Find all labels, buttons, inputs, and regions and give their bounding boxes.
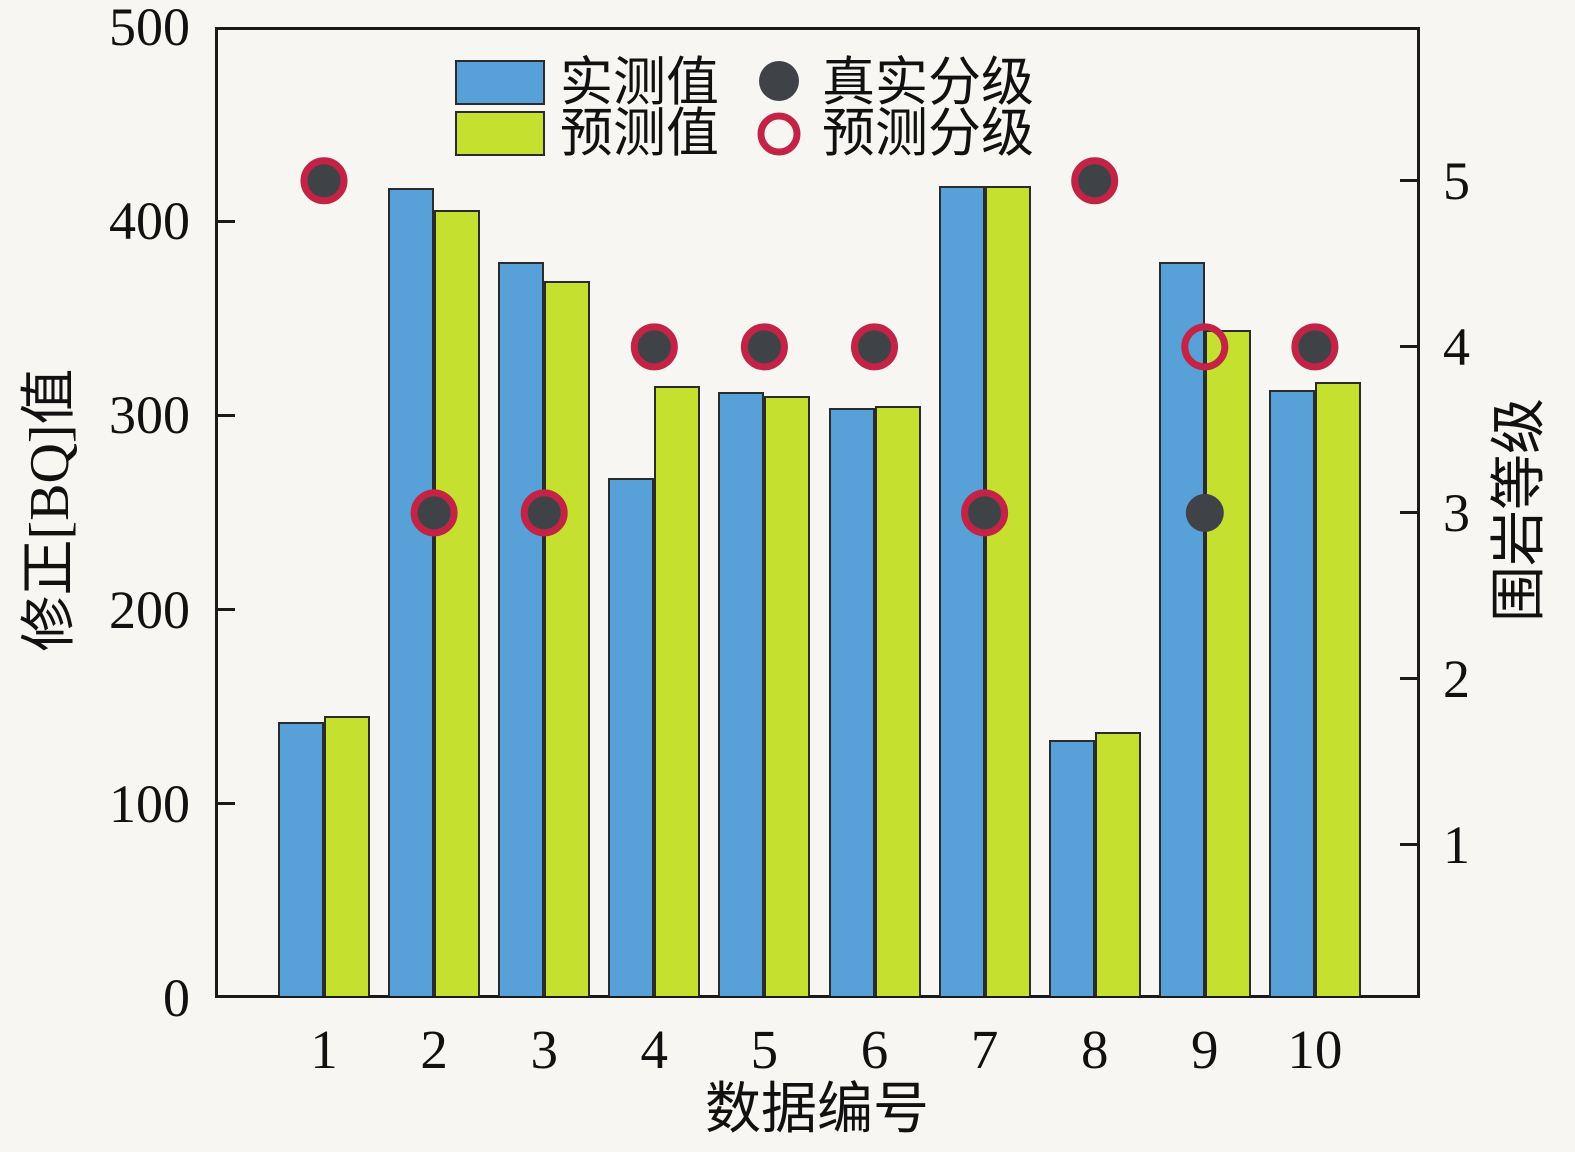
legend-label-measured: 实测值 <box>560 54 719 112</box>
ytick-label-left-0: 0 <box>163 968 190 1028</box>
x-axis-title: 数据编号 <box>705 1079 929 1141</box>
marker-true-grade-8 <box>1075 161 1114 200</box>
plot-area-frame <box>215 27 1420 998</box>
bar-measured-3 <box>498 261 545 996</box>
marker-predicted-grade-5 <box>740 323 788 371</box>
marker-predicted-grade-2 <box>410 489 458 537</box>
xtick-label-5: 5 <box>750 1019 779 1080</box>
marker-predicted-grade-8 <box>1071 157 1119 205</box>
ytick-mark-left-100 <box>218 802 235 806</box>
bar-predicted-7 <box>984 186 1031 996</box>
ytick-mark-right-1 <box>1400 843 1417 847</box>
legend: 实测值 预测值 真实分级 预测分级 <box>440 50 1080 170</box>
legend-marker-icons <box>757 61 801 156</box>
bar-measured-9 <box>1158 261 1205 996</box>
marker-true-grade-7 <box>965 493 1004 532</box>
bar-measured-6 <box>828 407 875 996</box>
ytick-label-left-400: 400 <box>109 191 190 252</box>
legend-label-predicted: 预测值 <box>560 105 719 163</box>
ytick-label-left-500: 500 <box>109 0 190 57</box>
ytick-mark-left-300 <box>218 413 235 417</box>
bar-measured-8 <box>1048 739 1095 996</box>
bar-measured-5 <box>718 392 765 996</box>
marker-true-grade-10 <box>1295 327 1334 366</box>
xtick-label-10: 10 <box>1287 1019 1343 1080</box>
ytick-label-right-2: 2 <box>1443 648 1470 709</box>
xtick-label-4: 4 <box>640 1019 669 1080</box>
marker-predicted-grade-9 <box>1181 323 1229 371</box>
bar-predicted-8 <box>1094 731 1141 996</box>
legend-swatch-measured <box>455 60 545 105</box>
bar-predicted-5 <box>764 395 811 996</box>
xtick-label-3: 3 <box>530 1019 558 1080</box>
ytick-label-left-100: 100 <box>109 773 190 834</box>
legend-swatch-predicted <box>455 111 545 156</box>
marker-predicted-grade-3 <box>520 489 568 537</box>
right-axis-title: 围岩等级 <box>1489 398 1551 622</box>
ytick-label-right-5: 5 <box>1443 150 1470 211</box>
xtick-label-2: 2 <box>420 1019 448 1080</box>
ytick-mark-right-4 <box>1400 345 1417 349</box>
marker-true-grade-5 <box>745 327 784 366</box>
ytick-mark-left-400 <box>218 219 235 223</box>
marker-predicted-grade-4 <box>630 323 678 371</box>
marker-true-grade-1 <box>305 161 343 200</box>
bar-measured-10 <box>1268 390 1315 996</box>
marker-predicted-grade-10 <box>1291 323 1339 371</box>
ytick-label-right-3: 3 <box>1443 482 1470 543</box>
bar-predicted-2 <box>434 209 481 996</box>
xtick-label-8: 8 <box>1080 1019 1109 1080</box>
bar-measured-4 <box>608 477 655 996</box>
marker-true-grade-9 <box>1185 493 1224 532</box>
bar-predicted-4 <box>654 386 701 996</box>
ytick-label-left-300: 300 <box>109 385 190 446</box>
ytick-mark-right-5 <box>1400 179 1417 183</box>
marker-predicted-grade-7 <box>961 489 1009 537</box>
left-axis-title: 修正[BQ]值 <box>19 368 81 652</box>
ytick-label-right-4: 4 <box>1443 316 1470 377</box>
ytick-mark-right-3 <box>1400 511 1417 515</box>
predicted-grade-legend-icon <box>757 112 801 156</box>
marker-true-grade-6 <box>855 327 894 366</box>
marker-true-grade-4 <box>635 327 674 366</box>
bar-measured-1 <box>278 722 324 996</box>
true-grade-legend-icon <box>759 61 799 101</box>
ytick-label-left-200: 200 <box>109 579 190 640</box>
xtick-label-7: 7 <box>970 1019 999 1080</box>
bar-predicted-3 <box>544 281 591 996</box>
bar-predicted-1 <box>324 716 370 996</box>
bar-measured-2 <box>388 188 435 996</box>
marker-predicted-grade-1 <box>300 157 348 205</box>
bar-predicted-9 <box>1204 329 1251 996</box>
marker-true-grade-3 <box>525 493 564 532</box>
ytick-mark-left-200 <box>218 608 235 612</box>
bar-predicted-6 <box>874 405 921 996</box>
legend-label-predicted-grade: 预测分级 <box>822 105 1034 163</box>
marker-true-grade-2 <box>415 493 454 532</box>
bar-predicted-10 <box>1314 382 1361 996</box>
bar-measured-7 <box>938 186 985 996</box>
ytick-mark-right-2 <box>1400 677 1417 681</box>
marker-predicted-grade-6 <box>851 323 898 371</box>
xtick-label-6: 6 <box>860 1019 889 1080</box>
xtick-label-9: 9 <box>1191 1019 1219 1080</box>
xtick-label-1: 1 <box>310 1019 338 1080</box>
ytick-label-right-1: 1 <box>1443 814 1470 875</box>
legend-label-true-grade: 真实分级 <box>822 54 1034 112</box>
